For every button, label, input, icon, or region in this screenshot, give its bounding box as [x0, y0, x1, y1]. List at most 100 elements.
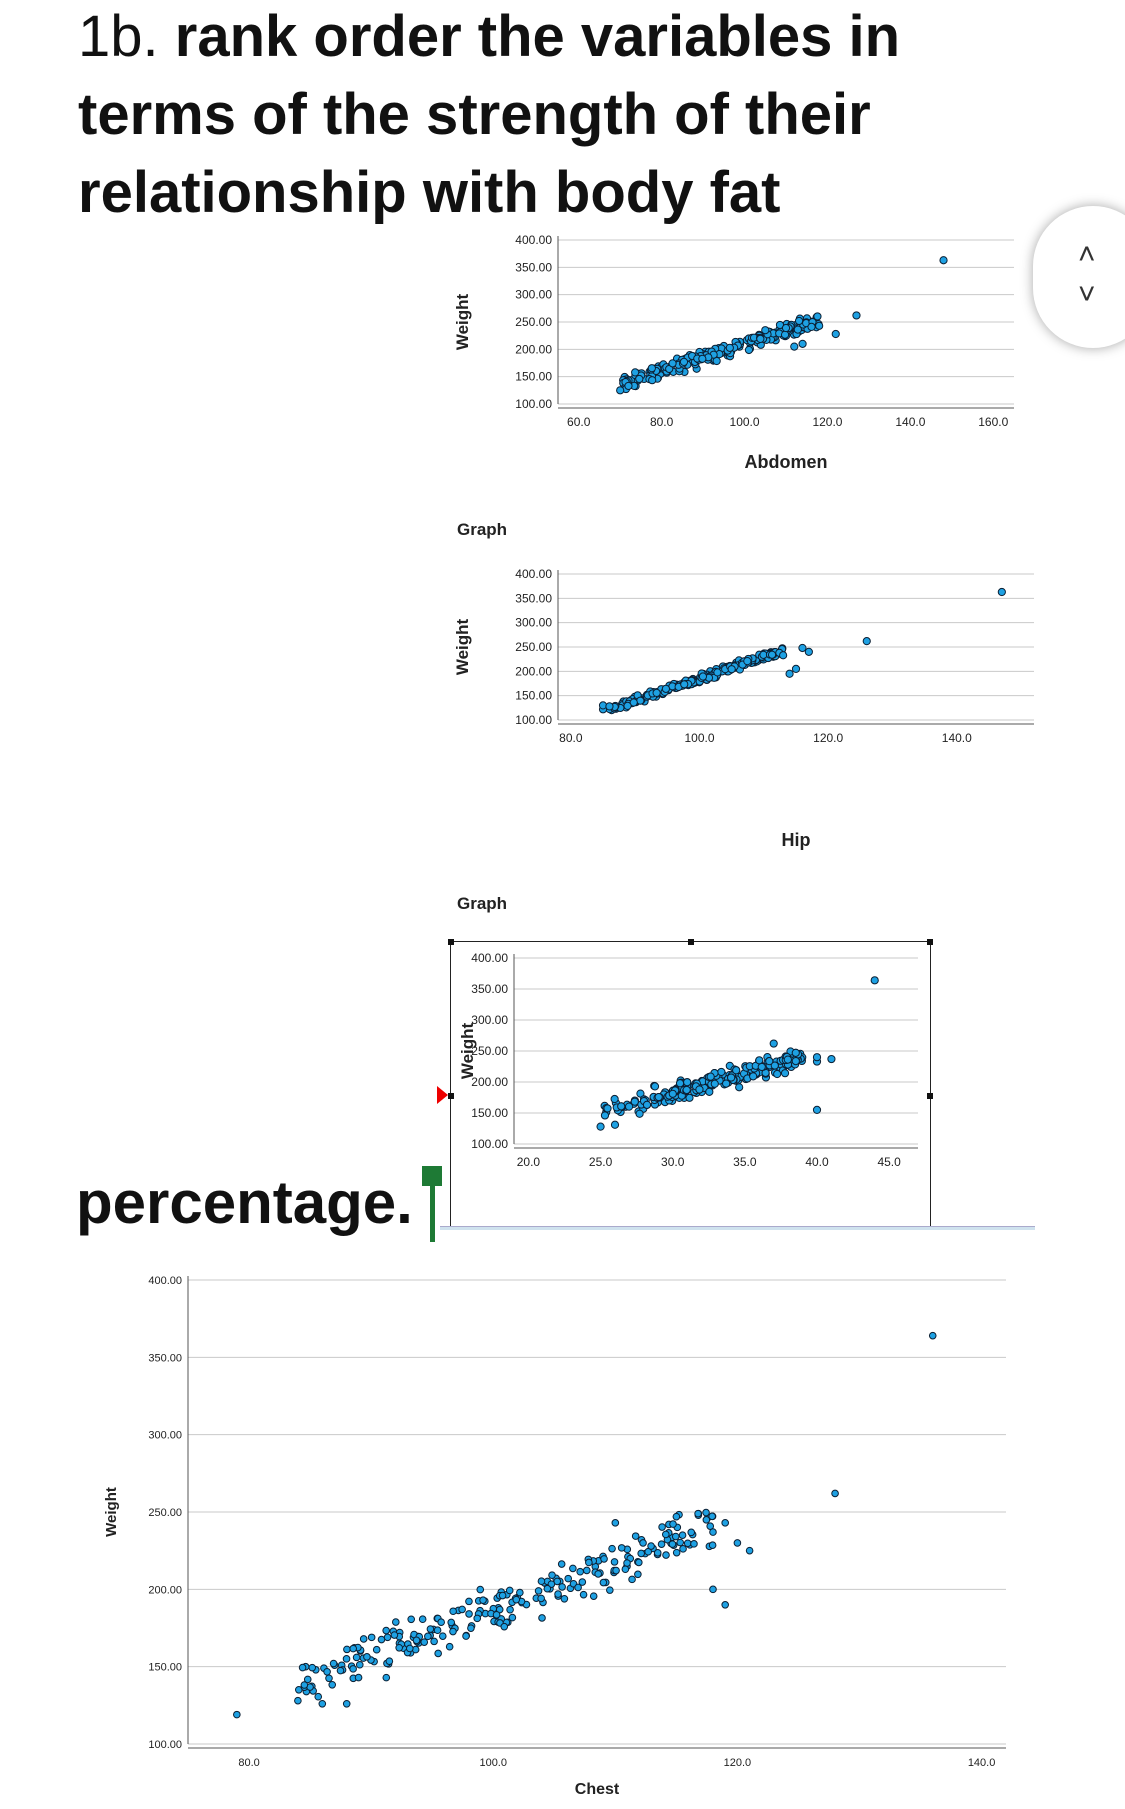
resize-handle[interactable]: [448, 1093, 454, 1099]
scatter-point: [650, 1082, 660, 1091]
scatter-point: [757, 1062, 766, 1072]
scatter-point: [505, 1586, 514, 1595]
scatter-point: [694, 1509, 702, 1518]
chevron-down-icon[interactable]: ˅: [1078, 278, 1096, 311]
scatter-point: [343, 1645, 351, 1654]
scatter-point: [722, 1079, 731, 1088]
scatter-point: [473, 1614, 482, 1623]
y-tick-label: 250.00: [515, 640, 552, 654]
resize-handle[interactable]: [927, 1093, 933, 1099]
divider-line: [440, 1226, 1035, 1230]
scatter-point: [383, 1633, 392, 1642]
scatter-point: [765, 1057, 774, 1066]
x-axis-label: Abdomen: [745, 452, 828, 472]
scatter-point: [683, 1078, 692, 1087]
red-marker-icon: [437, 1086, 448, 1104]
scatter-point: [424, 1632, 432, 1641]
scatter-point: [516, 1588, 524, 1597]
y-tick-label: 300.00: [515, 616, 552, 630]
scatter-point: [557, 1560, 566, 1568]
scatter-point: [465, 1597, 473, 1606]
scatter-point: [870, 976, 879, 985]
scatter-point: [769, 1039, 778, 1048]
scatter-point: [672, 1548, 681, 1557]
y-tick-label: 150.00: [515, 689, 552, 703]
scatter-point: [639, 1539, 647, 1547]
scatter-point: [727, 1073, 736, 1082]
x-tick-label: 20.0: [517, 1155, 541, 1169]
scatter-point: [780, 330, 790, 339]
scatter-point: [600, 1555, 608, 1563]
scatter-point: [631, 368, 640, 377]
scatter-point: [749, 1072, 758, 1081]
chevron-up-icon[interactable]: ˄: [1078, 238, 1096, 271]
scatter-point: [582, 1566, 591, 1575]
scatter-point: [827, 1054, 836, 1064]
scatter-point: [647, 1542, 655, 1550]
scatter-point: [382, 1626, 390, 1635]
scatter-point: [623, 1559, 631, 1567]
scatter-point: [445, 1642, 454, 1651]
scatter-point: [512, 1595, 521, 1604]
x-tick-label: 140.0: [942, 731, 972, 745]
scatter-point: [790, 342, 799, 351]
scatter-point: [412, 1636, 421, 1645]
scatter-point: [634, 1570, 642, 1579]
scatter-point: [329, 1659, 338, 1668]
scatter-point: [352, 1653, 361, 1662]
scatter-point: [635, 374, 644, 384]
scatter-point: [426, 1625, 435, 1633]
scatter-point: [755, 1056, 764, 1065]
scatter-point: [500, 1622, 509, 1631]
scatter-point: [437, 1618, 445, 1627]
y-tick-label: 250.00: [148, 1507, 182, 1519]
scatter-point: [325, 1674, 333, 1683]
y-tick-label: 350.00: [471, 982, 508, 996]
y-axis-label: Weight: [453, 618, 472, 675]
y-axis-label: Weight: [453, 293, 472, 350]
scatter-point: [702, 1508, 710, 1517]
nav-arrows[interactable]: ˄ ˅: [1033, 206, 1125, 348]
scatter-point: [635, 1109, 644, 1118]
resize-handle[interactable]: [448, 939, 454, 945]
x-tick-label: 40.0: [805, 1155, 829, 1169]
scatter-point: [554, 1590, 562, 1598]
scatter-point: [465, 1610, 473, 1618]
resize-handle[interactable]: [927, 939, 933, 945]
scatter-point: [661, 684, 671, 693]
x-tick-label: 35.0: [733, 1155, 757, 1169]
y-tick-label: 250.00: [471, 1044, 508, 1058]
scatter-point: [476, 1585, 485, 1594]
graph-label-1: Graph: [457, 520, 508, 539]
y-tick-label: 150.00: [515, 370, 552, 384]
scatter-point: [506, 1605, 514, 1614]
y-tick-label: 100.00: [471, 1137, 508, 1151]
scatter-point: [564, 1574, 573, 1583]
scatter-point: [537, 1577, 546, 1586]
scatter-point: [430, 1637, 438, 1646]
scatter-point: [498, 1591, 507, 1600]
text-cursor-bar[interactable]: [430, 1172, 435, 1242]
y-tick-label: 150.00: [471, 1106, 508, 1120]
scatter-point: [767, 650, 777, 659]
scatter-point: [783, 1055, 792, 1064]
x-tick-label: 120.0: [812, 415, 842, 429]
scatter-chart-chest: 100.00 150.00 200.00 250.00 300.00 350.00 400.…: [103, 1275, 1006, 1798]
scatter-point: [706, 1072, 715, 1081]
scatter-point: [569, 1564, 577, 1573]
y-axis-label: Weight: [458, 1022, 477, 1079]
scatter-point: [939, 256, 948, 265]
resize-handle[interactable]: [688, 939, 694, 945]
scatter-point: [610, 1120, 620, 1129]
scatter-point: [721, 1601, 729, 1609]
scatter-point: [624, 1102, 634, 1111]
scatter-point: [680, 680, 689, 689]
scatter-point: [585, 1558, 593, 1567]
scatter-point: [342, 1699, 351, 1708]
y-tick-label: 200.00: [471, 1075, 508, 1089]
scatter-point: [745, 1546, 754, 1555]
x-tick-label: 120.0: [813, 731, 843, 745]
y-tick-label: 100.00: [515, 397, 552, 411]
x-tick-label: 30.0: [661, 1155, 685, 1169]
scatter-point: [621, 1565, 630, 1574]
